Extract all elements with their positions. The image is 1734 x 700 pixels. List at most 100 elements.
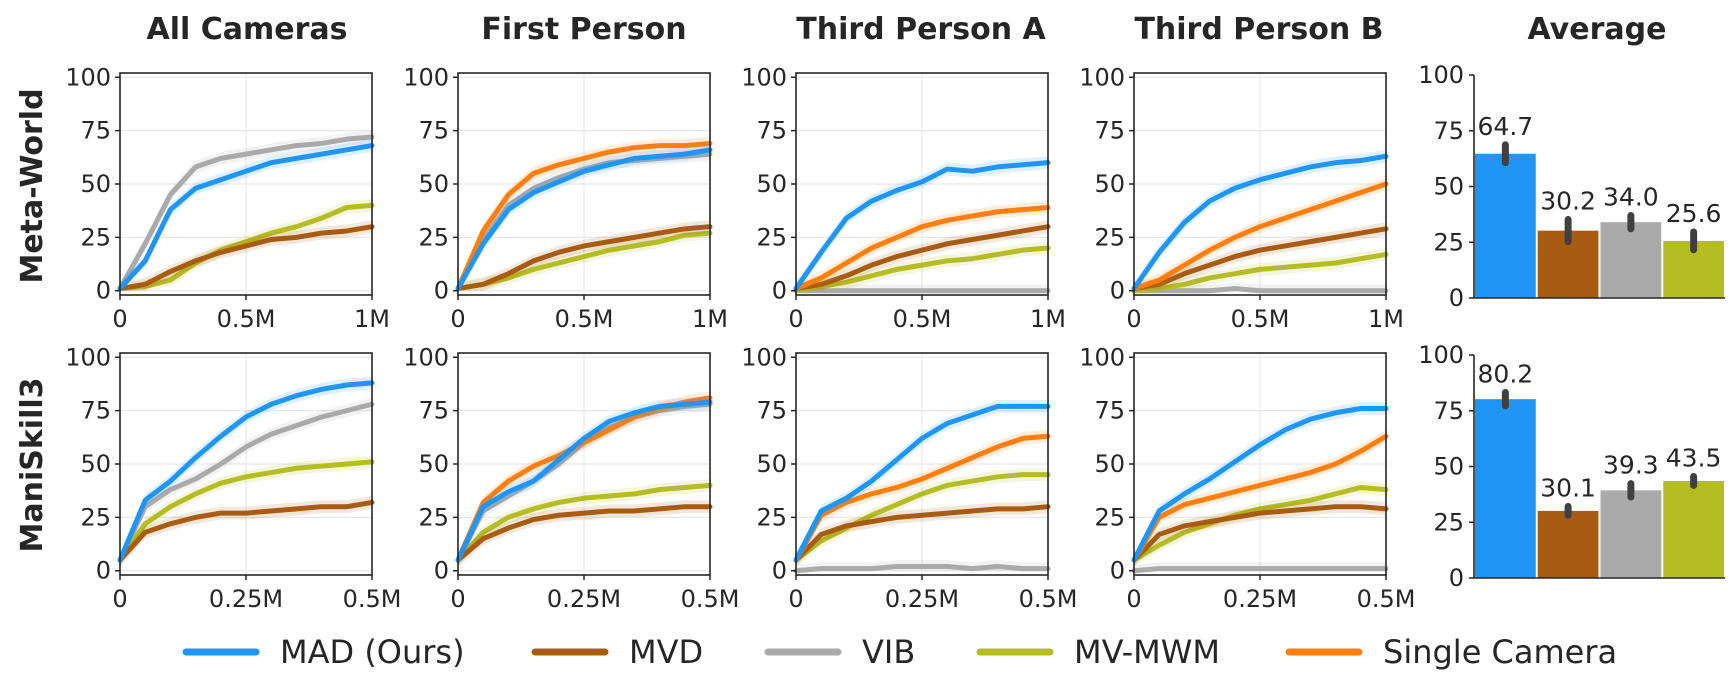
x-tick-label: 0 <box>1126 585 1141 613</box>
y-tick-label: 25 <box>80 503 111 531</box>
bar-value-label: 39.3 <box>1603 451 1659 480</box>
band-vib <box>458 147 710 291</box>
x-tick-label: 1M <box>1030 305 1066 333</box>
y-tick-label: 50 <box>756 450 787 478</box>
column-title-average: Average <box>1528 12 1667 47</box>
y-tick-label: 25 <box>1094 503 1125 531</box>
y-tick-label: 0 <box>1110 277 1125 305</box>
legend-label-mvd: MVD <box>629 633 703 671</box>
band-mv-mwm <box>796 468 1048 567</box>
y-tick-label: 50 <box>418 170 449 198</box>
band-mvd <box>120 496 372 567</box>
y-tick-label: 25 <box>1433 508 1464 536</box>
y-tick-label: 100 <box>65 343 111 371</box>
y-tick-label: 100 <box>1418 61 1464 89</box>
y-tick-label: 75 <box>1433 397 1464 425</box>
x-tick-label: 0.5M <box>343 585 402 613</box>
series-line-mad-ours <box>455 147 713 292</box>
x-tick-label: 0.5M <box>681 585 740 613</box>
bar-mvd <box>1537 510 1599 578</box>
bar-mv-mwm <box>1663 480 1724 578</box>
legend-item-vib: VIB <box>764 633 915 671</box>
legend-label-single-camera: Single Camera <box>1383 633 1617 671</box>
x-tick-label: 0 <box>788 585 803 613</box>
series-line-mad-ours <box>793 403 1051 563</box>
y-tick-label: 50 <box>1094 450 1125 478</box>
column-title-third-person-b: Third Person B <box>1134 12 1383 47</box>
y-tick-label: 100 <box>741 63 787 91</box>
y-tick-label: 100 <box>403 63 449 91</box>
series-line-mad-ours <box>793 160 1051 292</box>
bar-mad-ours <box>1475 153 1536 298</box>
panel-maniskill3-first-person: 0 25 50 75 100 0 0.25M 0.5M <box>403 343 739 613</box>
bar-value-label: 25.6 <box>1666 199 1722 228</box>
series-line-single-camera <box>793 433 1051 563</box>
series-line-vib <box>1131 286 1389 294</box>
y-tick-label: 25 <box>1433 228 1464 256</box>
panel-maniskill3-all-cameras: 0 25 50 75 100 0 0.25M 0.5M <box>65 343 401 613</box>
x-tick-label: 0 <box>450 585 465 613</box>
row-title-maniskill3: ManiSkill3 <box>15 377 50 552</box>
panel-meta-world-third-person-b: 0 25 50 75 100 0 0.5M 1M <box>1079 63 1404 333</box>
series-line-mvd <box>455 504 713 563</box>
series-line-mvd <box>1131 504 1389 563</box>
panel-maniskill3-third-person-b: 0 25 50 75 100 0 0.25M 0.5M <box>1079 343 1415 613</box>
series-line-mvd <box>793 224 1051 292</box>
band-mad-ours <box>796 399 1048 567</box>
series-line-vib <box>793 563 1051 574</box>
y-tick-label: 0 <box>1449 284 1464 312</box>
band-single-camera <box>1134 429 1386 567</box>
legend-label-mv-mwm: MV-MWM <box>1074 633 1220 671</box>
series-line-mad-ours <box>1131 153 1389 292</box>
bar-value-label: 34.0 <box>1603 182 1659 211</box>
x-tick-label: 0.25M <box>885 585 959 613</box>
y-tick-label: 100 <box>741 343 787 371</box>
y-tick-label: 75 <box>756 117 787 145</box>
y-tick-label: 75 <box>1094 117 1125 145</box>
y-tick-label: 25 <box>756 503 787 531</box>
bar-mad-ours <box>1475 399 1536 578</box>
band-mv-mwm <box>1134 481 1386 567</box>
series-line-mv-mwm <box>117 202 375 292</box>
panel-meta-world-all-cameras: 0 25 50 75 100 0 0.5M 1M <box>65 63 390 333</box>
y-tick-label: 50 <box>1433 173 1464 201</box>
y-tick-label: 50 <box>418 450 449 478</box>
y-tick-label: 0 <box>96 277 111 305</box>
series-line-mvd <box>117 499 375 563</box>
y-tick-label: 100 <box>403 343 449 371</box>
series-line-mad-ours <box>117 380 375 563</box>
y-tick-label: 0 <box>1449 564 1464 592</box>
series-line-vib <box>117 401 375 563</box>
legend-item-mv-mwm: MV-MWM <box>976 633 1220 671</box>
legend-item-mad-ours: MAD (Ours) <box>182 633 465 671</box>
series-line-mv-mwm <box>1131 484 1389 563</box>
bar-vib <box>1600 490 1662 578</box>
panel-maniskill3-third-person-a: 0 25 50 75 100 0 0.25M 0.5M <box>741 343 1077 613</box>
x-tick-label: 0 <box>1126 305 1141 333</box>
series-line-mvd <box>455 224 713 292</box>
series-line-mvd <box>1131 226 1389 292</box>
series-line-single-camera <box>1131 181 1389 292</box>
column-title-third-person-a: Third Person A <box>796 12 1046 47</box>
bar-vib <box>1600 222 1662 298</box>
y-tick-label: 50 <box>80 450 111 478</box>
series-line-mvd <box>793 504 1051 563</box>
column-title-first-person: First Person <box>481 12 686 47</box>
x-tick-label: 0.5M <box>1019 585 1078 613</box>
legend-item-mvd: MVD <box>531 633 703 671</box>
series-line-mvd <box>117 224 375 292</box>
x-tick-label: 0.5M <box>1357 585 1416 613</box>
row-title-meta-world: Meta-World <box>15 88 50 283</box>
series-line-single-camera <box>1131 433 1389 563</box>
y-tick-label: 50 <box>1094 170 1125 198</box>
x-tick-label: 0.5M <box>1231 305 1290 333</box>
panel-meta-world-average: 64.7 30.2 34.025.6 0 25 50 75 100 <box>1418 61 1725 312</box>
band-mvd <box>458 220 710 291</box>
y-tick-label: 50 <box>1433 453 1464 481</box>
series-line-mv-mwm <box>793 472 1051 563</box>
legend-label-vib: VIB <box>862 633 915 671</box>
y-tick-label: 0 <box>434 277 449 305</box>
y-tick-label: 75 <box>418 117 449 145</box>
series-line-mad-ours <box>1131 406 1389 563</box>
y-tick-label: 75 <box>418 397 449 425</box>
